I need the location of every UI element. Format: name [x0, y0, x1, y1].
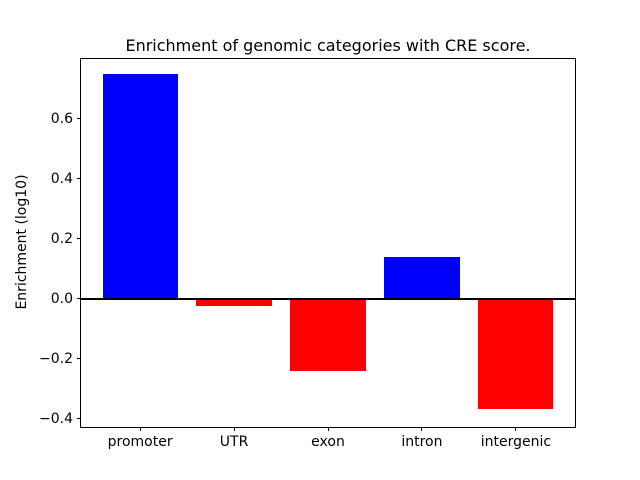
y-tick-label: 0.0	[50, 290, 73, 307]
x-tick-mark	[327, 427, 329, 431]
y-tick-label: −0.4	[39, 410, 73, 427]
y-axis-label: Enrichment (log10)	[14, 174, 30, 310]
x-tick-label-UTR: UTR	[219, 433, 249, 450]
x-tick-mark	[139, 427, 141, 431]
bar-intron	[384, 257, 460, 299]
bar-exon	[290, 298, 366, 372]
y-tick-mark	[76, 118, 80, 120]
x-tick-label-intron: intron	[401, 433, 443, 450]
y-tick-mark	[76, 358, 80, 360]
x-tick-mark	[515, 427, 517, 431]
chart-title: Enrichment of genomic categories with CR…	[125, 36, 531, 55]
y-tick-label: 0.2	[50, 230, 73, 247]
bar-UTR	[196, 298, 272, 306]
plot-area	[80, 58, 576, 428]
y-tick-mark	[76, 298, 80, 300]
y-tick-mark	[76, 178, 80, 180]
x-tick-label-promoter: promoter	[107, 433, 173, 450]
bar-promoter	[102, 74, 178, 299]
x-tick-mark	[421, 427, 423, 431]
y-tick-mark	[76, 418, 80, 420]
y-tick-label: 0.4	[50, 170, 73, 187]
bar-intergenic	[478, 298, 554, 410]
y-tick-label: 0.6	[50, 110, 73, 127]
y-tick-label: −0.2	[39, 350, 73, 367]
x-tick-mark	[233, 427, 235, 431]
x-tick-label-exon: exon	[311, 433, 345, 450]
zero-line	[80, 297, 576, 300]
x-tick-label-intergenic: intergenic	[480, 433, 552, 450]
y-tick-mark	[76, 238, 80, 240]
